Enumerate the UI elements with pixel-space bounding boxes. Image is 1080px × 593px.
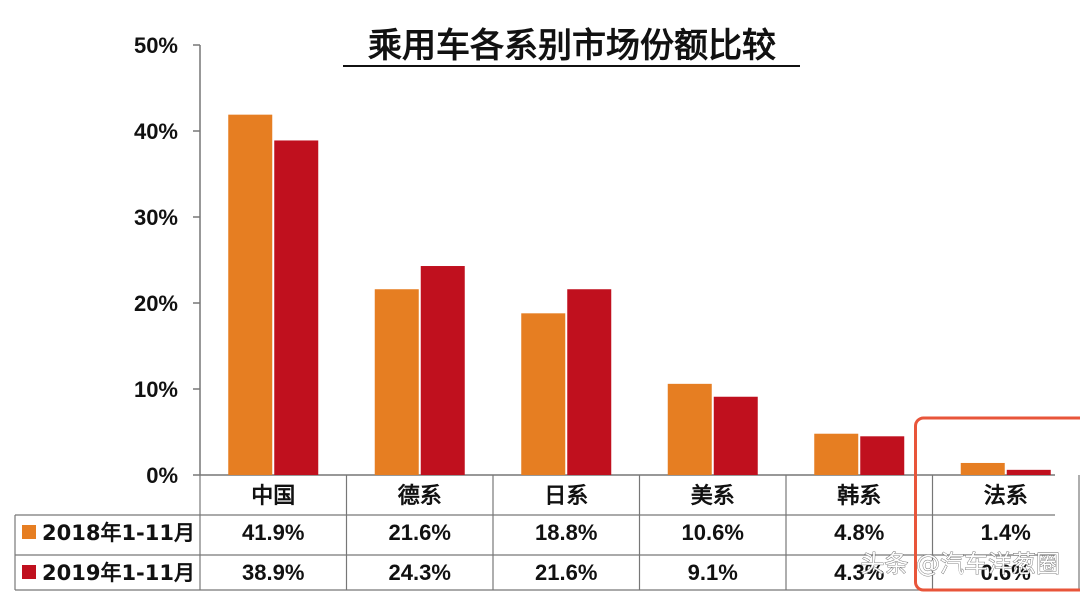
data-label: 24.3% <box>389 560 451 585</box>
legend-swatch <box>22 565 36 579</box>
bar-series2 <box>567 289 612 475</box>
x-tick-label: 中国 <box>251 484 295 509</box>
legend-label: 2018年1-11月 <box>42 521 195 545</box>
bar-series1 <box>960 462 1005 475</box>
data-label: 10.6% <box>682 520 744 545</box>
x-tick-label: 日系 <box>544 484 588 509</box>
y-tick-label: 0% <box>146 463 178 488</box>
y-tick-label: 50% <box>134 33 178 58</box>
data-label: 4.3% <box>834 560 884 585</box>
bar-series1 <box>228 114 273 475</box>
data-label: 9.1% <box>688 560 738 585</box>
bar-series1 <box>814 433 859 475</box>
data-label: 1.4% <box>981 520 1031 545</box>
data-label: 38.9% <box>242 560 304 585</box>
y-tick-label: 40% <box>134 119 178 144</box>
y-tick-label: 10% <box>134 377 178 402</box>
bar-series2 <box>1006 469 1051 475</box>
bar-series2 <box>420 266 465 475</box>
data-label: 21.6% <box>535 560 597 585</box>
data-label: 18.8% <box>535 520 597 545</box>
data-label: 41.9% <box>242 520 304 545</box>
watermark-text: 头条 @汽车洋葱圈 <box>860 550 1060 578</box>
x-tick-label: 德系 <box>398 483 442 509</box>
chart-title: 乘用车各系别市场份额比较 <box>368 26 776 66</box>
y-tick-label: 20% <box>134 291 178 316</box>
y-tick-label: 30% <box>134 205 178 230</box>
bar-series1 <box>374 289 419 475</box>
x-tick-label: 韩系 <box>837 483 881 509</box>
x-tick-label: 美系 <box>691 483 735 509</box>
legend-swatch <box>22 525 36 539</box>
bar-series1 <box>667 383 712 475</box>
highlight-box <box>914 416 1080 592</box>
legend-label: 2019年1-11月 <box>42 561 195 585</box>
bar-series2 <box>713 396 758 475</box>
bar-series2 <box>274 140 319 475</box>
data-label: 4.8% <box>834 520 884 545</box>
bar-series1 <box>521 313 566 475</box>
x-tick-label: 法系 <box>984 484 1028 509</box>
data-label: 0.6% <box>981 560 1031 585</box>
bar-series2 <box>860 436 905 475</box>
data-label: 21.6% <box>389 520 451 545</box>
